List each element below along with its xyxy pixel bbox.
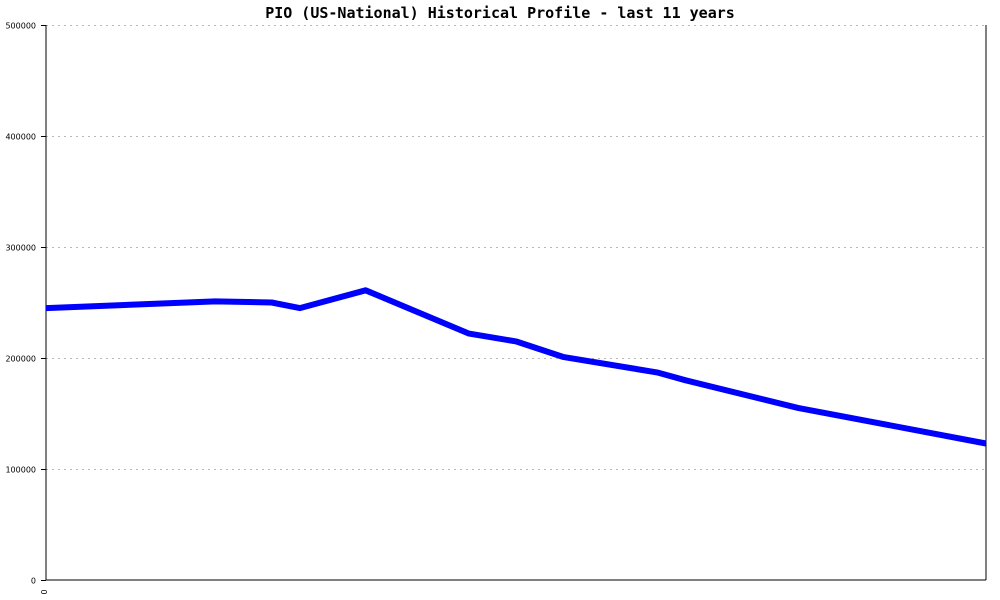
y-axis-ticks: 0 100000 200000 300000 400000 500000 (5, 22, 46, 586)
y-tick-label: 0 (31, 577, 36, 586)
y-tick-label: 200000 (5, 355, 36, 364)
y-tick-label: 300000 (5, 244, 36, 253)
series-layer (45, 287, 987, 447)
y-tick-label: 400000 (5, 133, 36, 142)
y-tick-label: 100000 (5, 466, 36, 475)
series-line (45, 287, 987, 447)
grid-lines (46, 25, 986, 470)
y-tick-label: 500000 (5, 22, 36, 31)
x-tick-label: 0 (40, 589, 49, 594)
chart-title: PIO (US-National) Historical Profile - l… (265, 4, 735, 22)
